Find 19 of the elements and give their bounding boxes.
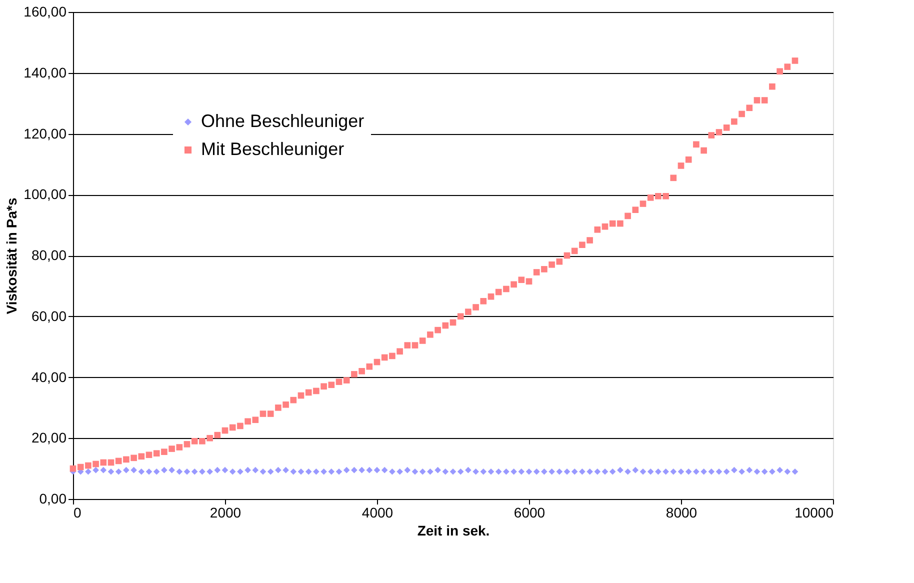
x-tick-label: 2000 <box>210 504 242 520</box>
y-tick-label: 40,00 <box>31 368 67 385</box>
y-tick-label: 100,00 <box>24 186 67 202</box>
x-tick-label: 0 <box>74 504 82 520</box>
x-axis-title: Zeit in sek. <box>417 522 490 538</box>
legend-label: Mit Beschleuniger <box>201 139 344 159</box>
legend-label: Ohne Beschleuniger <box>201 111 364 131</box>
x-tick-label: 6000 <box>514 504 546 520</box>
y-tick-label: 160,00 <box>24 4 67 20</box>
x-tick-label: 4000 <box>362 504 394 520</box>
y-tick-label: 140,00 <box>24 64 67 80</box>
x-tick-label: 8000 <box>666 504 698 520</box>
y-tick-label: 0,00 <box>39 490 67 506</box>
y-tick-label: 120,00 <box>24 125 67 142</box>
y-tick-label: 60,00 <box>31 308 67 324</box>
y-axis-title: Viskosität in Pa*s <box>4 198 20 314</box>
y-tick-label: 80,00 <box>31 247 67 263</box>
x-tick-label: 10000 <box>794 504 834 520</box>
y-tick-label: 20,00 <box>31 430 67 446</box>
